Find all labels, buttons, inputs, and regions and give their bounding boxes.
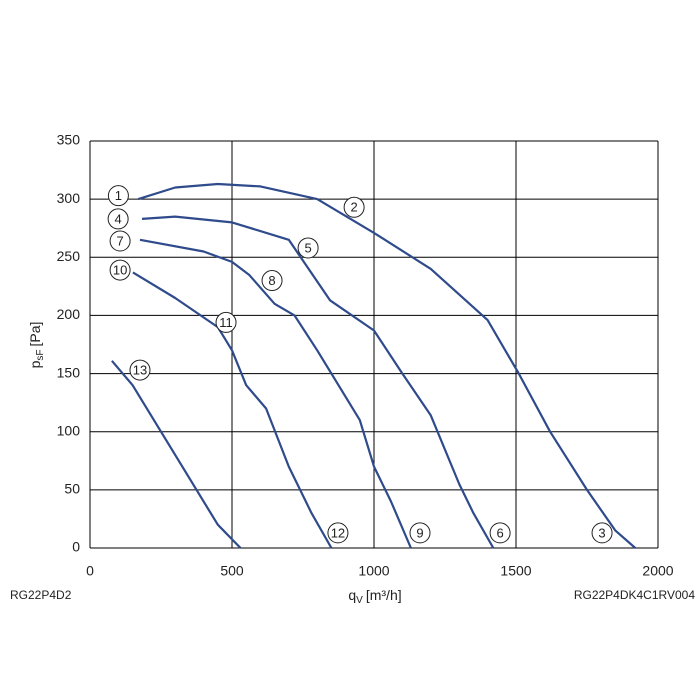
annotation-circle	[107, 208, 129, 230]
x-tick-label: 2000	[642, 563, 673, 579]
x-tick-label: 0	[86, 563, 94, 579]
y-tick-label: 50	[64, 481, 80, 497]
x-label-subscript: V	[356, 595, 363, 606]
annotation-label: 10	[113, 263, 127, 278]
fan-curve	[141, 215, 495, 549]
x-label-symbol: q	[348, 587, 356, 603]
annotation-label: 13	[133, 363, 147, 378]
y-tick-label: 150	[57, 364, 81, 380]
annotation-circle	[129, 359, 151, 381]
y-tick-label: 250	[57, 248, 81, 264]
fan-curve	[132, 271, 333, 549]
annotation-circle	[109, 259, 131, 281]
annotation-circle	[107, 185, 129, 207]
annotation-circle	[591, 522, 613, 544]
annotation-label: 4	[114, 211, 121, 226]
fan-curve	[111, 360, 242, 549]
annotation-circle	[327, 522, 349, 544]
annotation-label: 5	[304, 240, 311, 255]
y-label-unit: [Pa]	[27, 322, 43, 347]
annotation-label: 1	[115, 188, 122, 203]
annotation-circle	[215, 311, 237, 333]
x-axis-label: qV [m³/h]	[348, 587, 401, 606]
annotation-label: 2	[351, 200, 358, 215]
annotation-circle	[261, 270, 283, 292]
annotation-label: 9	[416, 525, 423, 540]
annotation-circle	[343, 196, 365, 218]
x-label-unit: [m³/h]	[366, 587, 402, 603]
footer-left: RG22P4D2	[10, 588, 72, 602]
annotation-label: 7	[116, 233, 123, 248]
annotation-label: 12	[331, 525, 345, 540]
y-axis-label: psF [Pa]	[27, 322, 46, 369]
annotation-label: 8	[268, 273, 275, 288]
annotation-circle	[297, 237, 319, 259]
x-tick-label: 1500	[500, 563, 531, 579]
y-label-subscript: sF	[35, 350, 46, 361]
x-tick-label: 500	[220, 563, 244, 579]
x-tick-label: 1000	[358, 563, 389, 579]
footer-right: RG22P4DK4C1RV004	[574, 588, 696, 602]
annotation-label: 11	[219, 315, 233, 330]
y-tick-label: 0	[72, 539, 80, 555]
annotation-circle	[489, 522, 511, 544]
fan-curve	[137, 182, 637, 549]
annotation-circle	[109, 230, 131, 252]
y-tick-label: 200	[57, 306, 81, 322]
annotation-label: 3	[598, 525, 605, 540]
annotation-label: 6	[496, 525, 503, 540]
y-tick-label: 350	[57, 132, 81, 148]
fan-curve	[139, 238, 412, 549]
annotation-circle	[409, 522, 431, 544]
y-label-symbol: p	[27, 360, 43, 368]
y-tick-label: 300	[57, 190, 81, 206]
y-tick-label: 100	[57, 422, 81, 438]
